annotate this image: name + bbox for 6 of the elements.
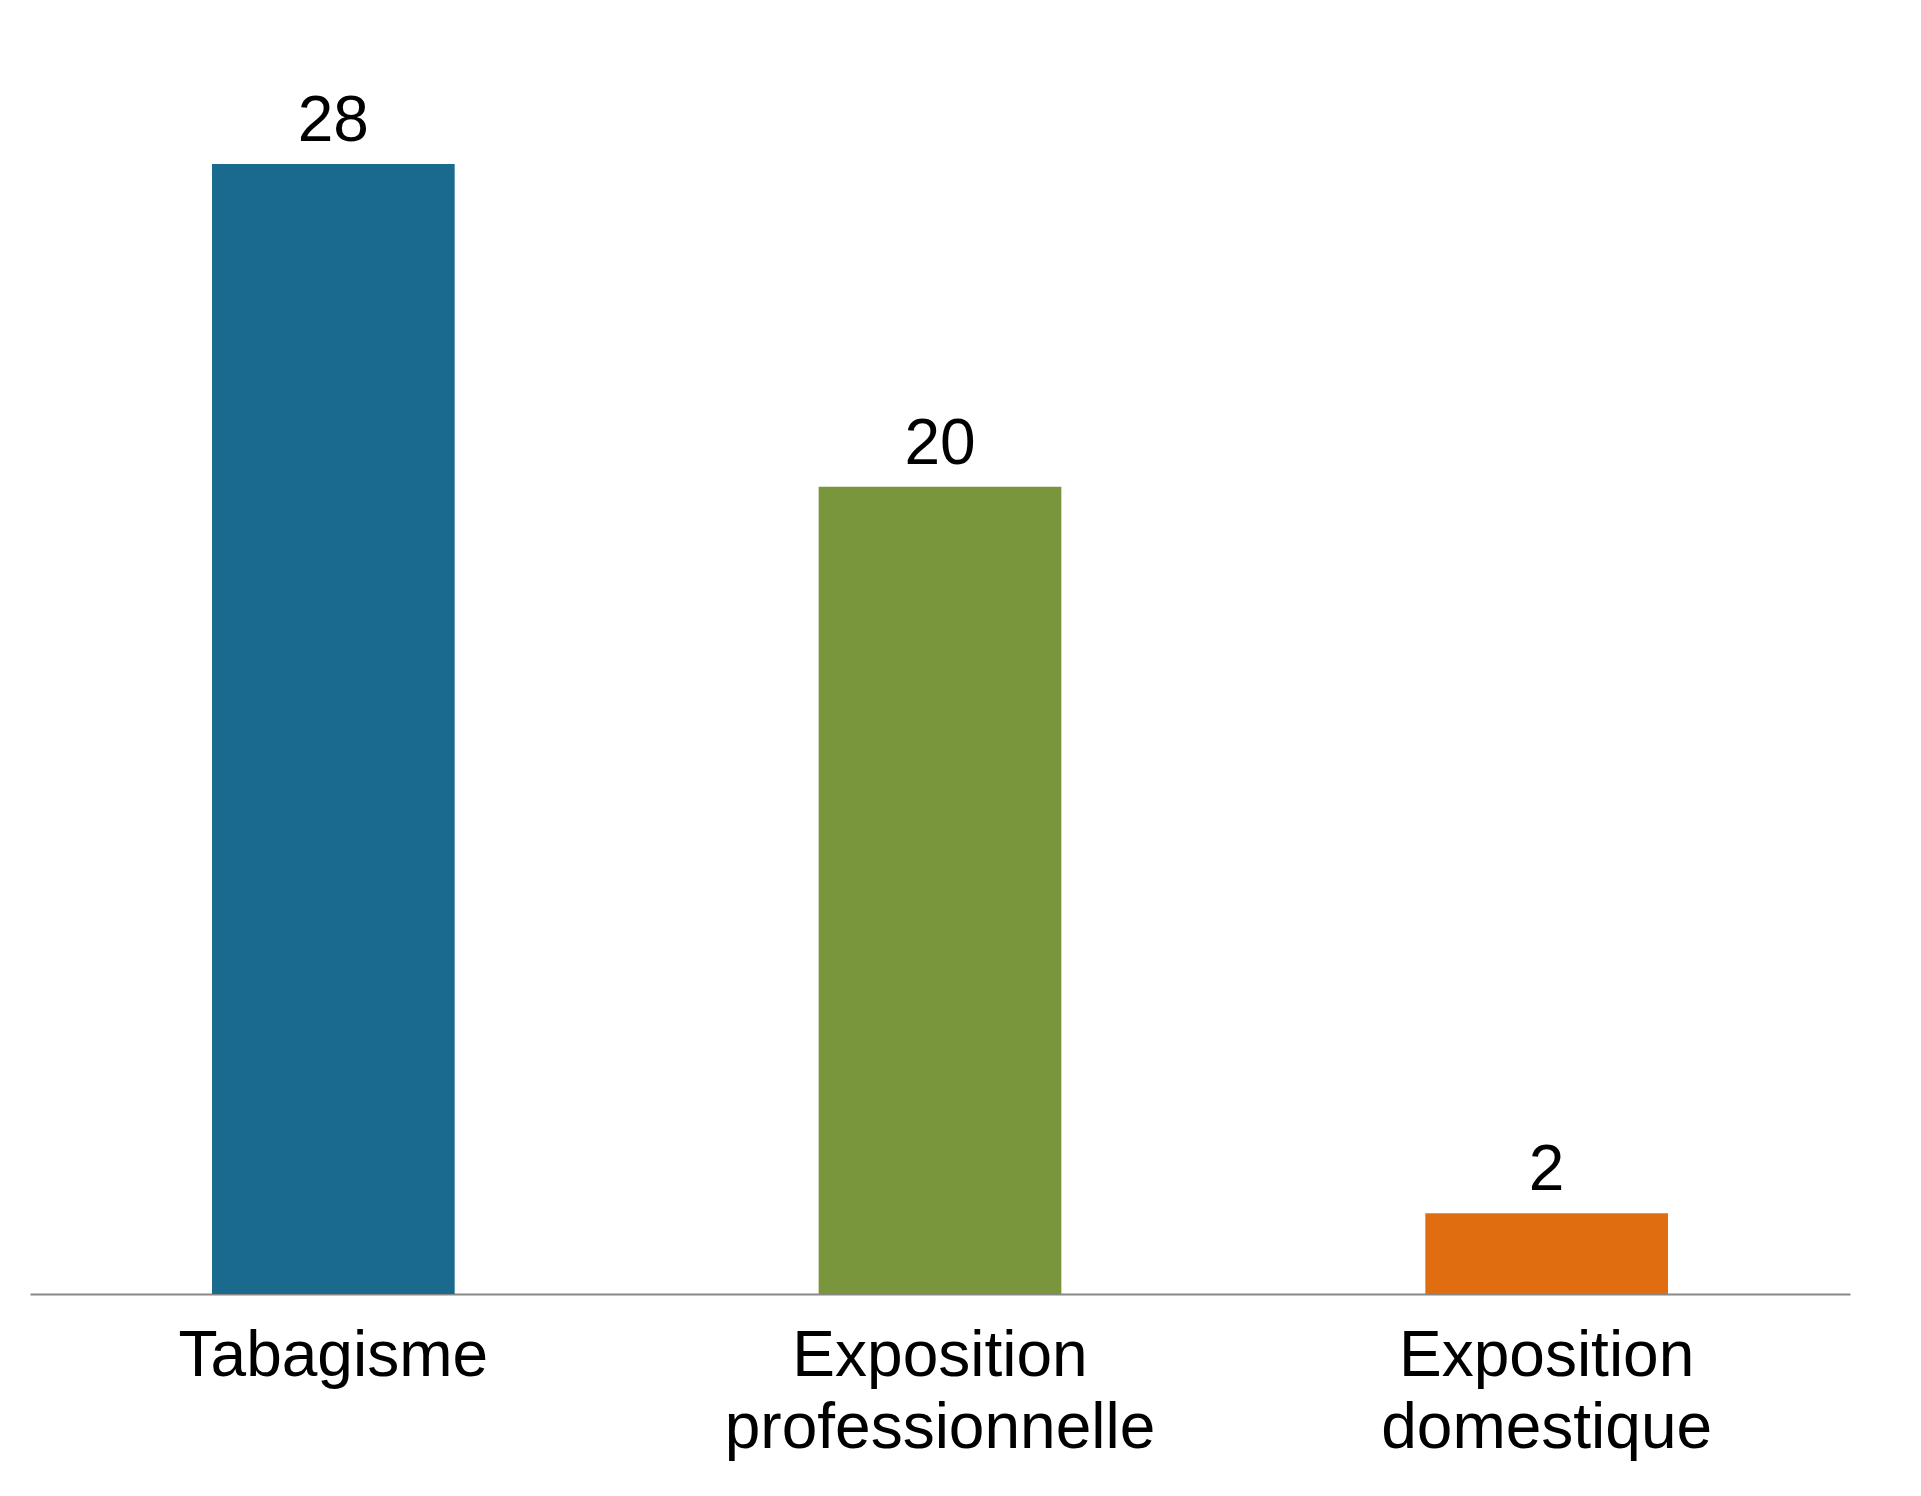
data-label: 2 bbox=[1528, 1132, 1565, 1205]
x-tick-label: Exposition professionnelle bbox=[724, 1317, 1156, 1462]
x-tick-label: Exposition domestique bbox=[1381, 1317, 1713, 1462]
data-label: 28 bbox=[297, 83, 369, 155]
x-tick-label: Tabagisme bbox=[178, 1317, 489, 1390]
data-label: 20 bbox=[904, 405, 976, 478]
